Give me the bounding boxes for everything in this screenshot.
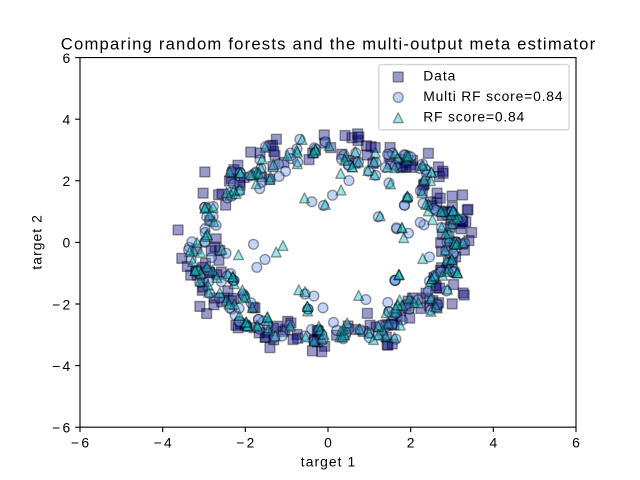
svg-text:−6: −6 xyxy=(52,419,72,435)
svg-text:target 1: target 1 xyxy=(301,453,356,469)
svg-text:Data: Data xyxy=(423,68,456,84)
svg-text:6: 6 xyxy=(572,434,581,450)
svg-text:target 2: target 2 xyxy=(28,214,44,269)
svg-text:0: 0 xyxy=(324,434,333,450)
svg-text:6: 6 xyxy=(63,50,72,66)
svg-text:RF score=0.84: RF score=0.84 xyxy=(423,108,525,124)
svg-text:−2: −2 xyxy=(236,434,256,450)
svg-text:0: 0 xyxy=(63,235,72,251)
svg-text:−4: −4 xyxy=(154,434,174,450)
svg-text:2: 2 xyxy=(63,173,72,189)
svg-text:2: 2 xyxy=(407,434,416,450)
svg-text:−4: −4 xyxy=(52,358,72,374)
svg-text:−6: −6 xyxy=(71,434,91,450)
svg-text:4: 4 xyxy=(489,434,498,450)
svg-text:Comparing random forests and t: Comparing random forests and the multi-o… xyxy=(61,34,597,53)
svg-text:−2: −2 xyxy=(52,296,72,312)
svg-text:4: 4 xyxy=(63,111,72,127)
svg-text:Multi RF score=0.84: Multi RF score=0.84 xyxy=(423,88,563,104)
